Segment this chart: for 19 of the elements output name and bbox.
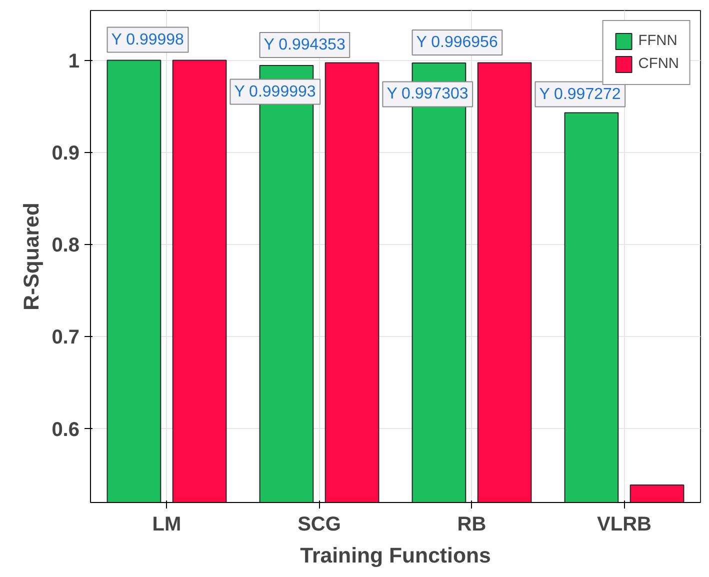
y-tick-label: 0.8 xyxy=(52,234,80,257)
y-tick-label: 0.7 xyxy=(52,326,80,349)
y-tick-label: 0.6 xyxy=(52,418,80,441)
legend-label: CFNN xyxy=(638,56,679,72)
annotation: Y 0.994353 xyxy=(264,36,346,54)
x-tick-label: RB xyxy=(457,514,486,536)
y-tick-label: 1 xyxy=(68,50,80,72)
y-tick-label: 0.9 xyxy=(52,142,80,164)
annotation: Y 0.997303 xyxy=(386,86,468,103)
x-tick-label: VLRB xyxy=(597,514,652,536)
annotation: Y 0.996956 xyxy=(416,34,498,52)
annotation: Y 0.997272 xyxy=(539,86,621,103)
annotation: Y 0.99998 xyxy=(111,31,184,48)
x-tick-label: SCG xyxy=(298,514,341,536)
annotation: Y 0.999993 xyxy=(234,83,316,100)
x-tick-label: LM xyxy=(152,514,182,536)
y-axis-title: R-Squared xyxy=(20,202,44,310)
x-axis-title: Training Functions xyxy=(300,544,491,568)
legend-label: FFNN xyxy=(638,33,678,49)
